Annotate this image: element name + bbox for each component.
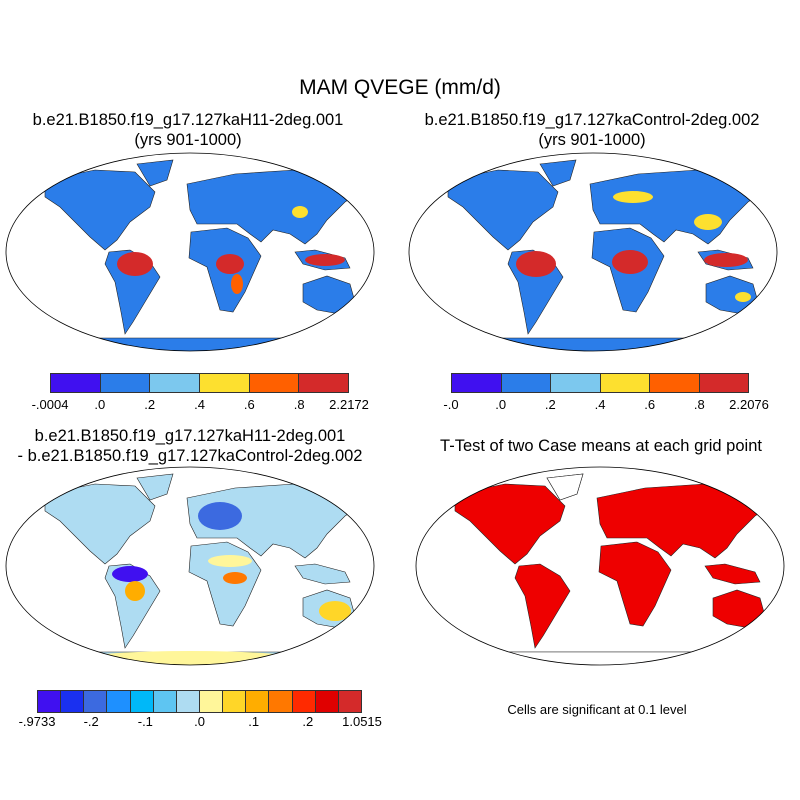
colorbar-box (176, 691, 200, 712)
colorbar-box (38, 691, 62, 712)
colorbar-box (246, 691, 270, 712)
colorbar-box (249, 374, 300, 392)
colorbar-box (269, 691, 293, 712)
colorbar-label: .1 (248, 714, 260, 729)
colorbar-label: .4 (594, 397, 606, 412)
colorbar-box (501, 374, 551, 392)
colorbar-box (200, 374, 250, 392)
colorbar-box (551, 374, 601, 392)
panel3-title: b.e21.B1850.f19_g17.127kaH11-2deg.001 (34, 427, 346, 445)
colorbar-box (130, 691, 154, 712)
panel2-subtitle: (yrs 901-1000) (538, 131, 646, 149)
colorbar-label: 2.2076 (729, 397, 769, 412)
colorbar-box (153, 691, 177, 712)
colorbar-box (84, 691, 108, 712)
panel2-map (408, 152, 778, 352)
colorbar-box (61, 691, 85, 712)
colorbar-label: .2 (144, 397, 156, 412)
panel3-map (5, 466, 375, 666)
colorbar-label: .8 (693, 397, 705, 412)
panel2-title: b.e21.B1850.f19_g17.127kaControl-2deg.00… (424, 111, 760, 129)
panel1-title: b.e21.B1850.f19_g17.127kaH11-2deg.001 (32, 111, 344, 129)
colorbar-box (223, 691, 247, 712)
colorbar-label: -.0 (443, 397, 459, 412)
colorbar-box (107, 691, 131, 712)
panel2-colorbar (451, 373, 749, 393)
panel1-map (5, 152, 375, 352)
colorbar-label: -.2 (83, 714, 99, 729)
colorbar-label: .6 (644, 397, 656, 412)
colorbar-label: .4 (194, 397, 205, 412)
colorbar-label: -.9733 (18, 714, 56, 729)
panel4-map (415, 466, 785, 666)
significance-note: Cells are significant at 0.1 level (507, 702, 687, 717)
colorbar-box (600, 374, 650, 392)
figure-title: MAM QVEGE (mm/d) (299, 76, 501, 99)
colorbar-label: -.0004 (31, 397, 69, 412)
colorbar-box (100, 374, 151, 392)
panel3-colorbar (37, 690, 362, 713)
colorbar-label: .0 (194, 714, 205, 729)
panel1-colorbar (50, 373, 349, 393)
colorbar-box (338, 691, 361, 712)
colorbar-box (699, 374, 748, 392)
panel4-title: T-Test of two Case means at each grid po… (440, 437, 762, 455)
panel3-subtitle: - b.e21.B1850.f19_g17.127kaControl-2deg.… (17, 447, 363, 465)
colorbar-box (51, 374, 101, 392)
colorbar-label: .6 (243, 397, 255, 412)
colorbar-label: .2 (302, 714, 314, 729)
colorbar-box (299, 374, 349, 392)
colorbar-label: .8 (293, 397, 305, 412)
colorbar-label: 2.2172 (329, 397, 369, 412)
colorbar-box (650, 374, 700, 392)
colorbar-box (292, 691, 316, 712)
colorbar-label: -.1 (137, 714, 153, 729)
colorbar-label: .0 (94, 397, 106, 412)
colorbar-label: .2 (544, 397, 556, 412)
colorbar-box (199, 691, 224, 712)
colorbar-box (452, 374, 502, 392)
colorbar-box (315, 691, 339, 712)
colorbar-box (150, 374, 201, 392)
colorbar-label: 1.0515 (342, 714, 382, 729)
panel1-subtitle: (yrs 901-1000) (134, 131, 242, 149)
colorbar-label: .0 (495, 397, 507, 412)
